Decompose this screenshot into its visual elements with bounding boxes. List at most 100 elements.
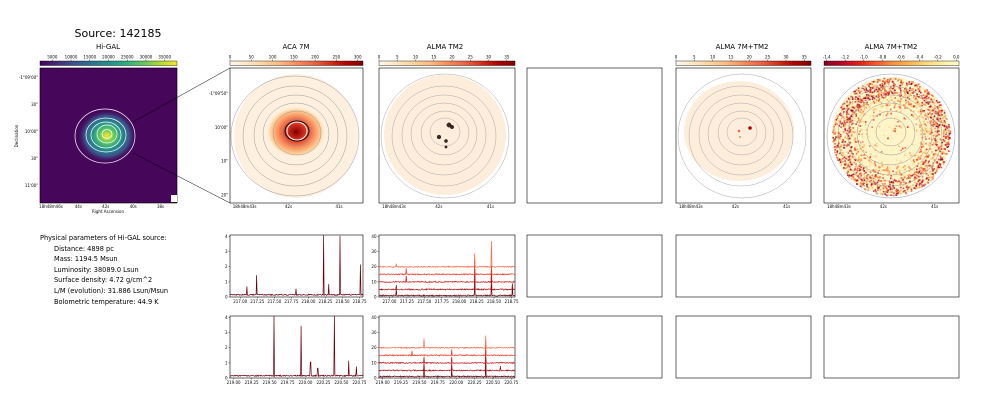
noise-pixel	[858, 173, 861, 176]
noise-pixel	[840, 159, 842, 162]
noise-pixel	[900, 133, 902, 136]
noise-pixel	[862, 101, 865, 104]
empty-spectrum-panel-r2c5	[823, 315, 960, 379]
noise-pixel	[865, 114, 868, 116]
noise-pixel	[932, 170, 934, 172]
param-mass: Mass: 1194.5 Msun	[54, 255, 118, 264]
noise-pixel	[835, 147, 838, 149]
colorbar-tick-label: 30	[486, 55, 492, 60]
noise-pixel	[949, 132, 952, 134]
colorbar-tick-label: 15	[728, 55, 734, 60]
noise-pixel	[880, 171, 883, 173]
noise-pixel	[861, 123, 863, 126]
noise-pixel	[918, 175, 920, 178]
noise-pixel	[877, 163, 879, 165]
noise-pixel	[867, 93, 869, 95]
noise-pixel	[932, 103, 935, 105]
noise-pixel	[948, 134, 951, 136]
noise-pixel	[881, 126, 883, 128]
higal-corner-marker	[171, 195, 177, 202]
noise-pixel	[927, 161, 930, 164]
noise-pixel	[875, 113, 878, 116]
noise-pixel	[900, 98, 902, 100]
noise-pixel	[913, 165, 916, 168]
noise-pixel	[886, 133, 888, 135]
noise-pixel	[932, 121, 935, 124]
noise-pixel	[928, 160, 930, 163]
noise-pixel	[919, 104, 922, 107]
noise-pixel	[857, 167, 859, 169]
noise-pixel	[851, 109, 853, 112]
noise-pixel	[906, 148, 908, 150]
noise-pixel	[936, 106, 939, 108]
spectrum-tm2-spw1: 217.00 217.25 217.50 217.75 218.00 218.25 218.…	[371, 234, 519, 304]
noise-pixel	[860, 90, 862, 93]
spectrum-line	[378, 278, 516, 297]
noise-pixel	[931, 151, 933, 153]
noise-pixel	[834, 151, 836, 154]
noise-pixel	[929, 127, 931, 130]
noise-pixel	[860, 165, 863, 168]
noise-pixel	[922, 129, 925, 132]
noise-pixel	[874, 149, 877, 151]
noise-pixel	[908, 81, 911, 83]
noise-pixel	[946, 136, 949, 138]
noise-pixel	[839, 152, 841, 155]
alma-7m-tm2-x-tick-labels: 18h48m43s 42s 41s	[679, 204, 790, 209]
noise-pixel	[855, 174, 858, 177]
noise-pixel	[913, 95, 915, 97]
noise-pixel	[897, 97, 900, 99]
noise-pixel	[943, 163, 945, 166]
noise-pixel	[900, 177, 903, 179]
noise-pixel	[861, 112, 863, 114]
noise-pixel	[862, 180, 865, 183]
noise-pixel	[848, 104, 850, 106]
noise-pixel	[859, 141, 861, 143]
noise-pixel	[946, 146, 949, 148]
colorbar-tick-label: 35000	[158, 55, 171, 60]
aca7m-emission-core	[266, 106, 326, 158]
noise-pixel	[899, 128, 902, 131]
noise-pixel	[849, 158, 852, 160]
noise-pixel	[892, 93, 895, 96]
noise-pixel	[949, 137, 951, 139]
noise-pixel	[850, 95, 852, 98]
noise-pixel	[914, 89, 917, 92]
noise-pixel	[886, 186, 888, 188]
noise-pixel	[924, 89, 926, 92]
noise-pixel	[868, 145, 871, 147]
noise-pixel	[876, 120, 879, 123]
noise-pixel	[871, 83, 873, 85]
noise-pixel	[929, 142, 931, 144]
noise-pixel	[856, 183, 858, 185]
noise-pixel	[893, 92, 896, 95]
noise-pixel	[894, 78, 897, 80]
noise-pixel	[915, 98, 918, 101]
noise-pixel	[858, 104, 861, 106]
noise-pixel	[885, 186, 887, 189]
noise-pixel	[910, 168, 912, 170]
noise-pixel	[932, 164, 934, 167]
noise-pixel	[920, 97, 923, 99]
noise-pixel	[878, 169, 880, 171]
noise-pixel	[916, 106, 918, 109]
noise-pixel	[887, 105, 889, 107]
noise-pixel	[887, 194, 890, 197]
noise-pixel	[841, 141, 844, 143]
spectrum-frame	[229, 234, 364, 298]
noise-pixel	[859, 105, 861, 108]
noise-pixel	[906, 107, 908, 109]
noise-pixel	[849, 100, 851, 103]
noise-pixel	[940, 166, 943, 169]
noise-pixel	[892, 90, 895, 93]
noise-pixel	[933, 123, 935, 126]
noise-pixel	[858, 169, 861, 172]
noise-pixel	[884, 179, 887, 182]
noise-pixel	[844, 136, 846, 139]
noise-pixel	[929, 170, 932, 173]
noise-pixel	[859, 182, 862, 184]
noise-pixel	[890, 86, 892, 88]
noise-pixel	[919, 142, 922, 145]
noise-pixel	[905, 182, 907, 184]
noise-pixel	[936, 123, 939, 125]
